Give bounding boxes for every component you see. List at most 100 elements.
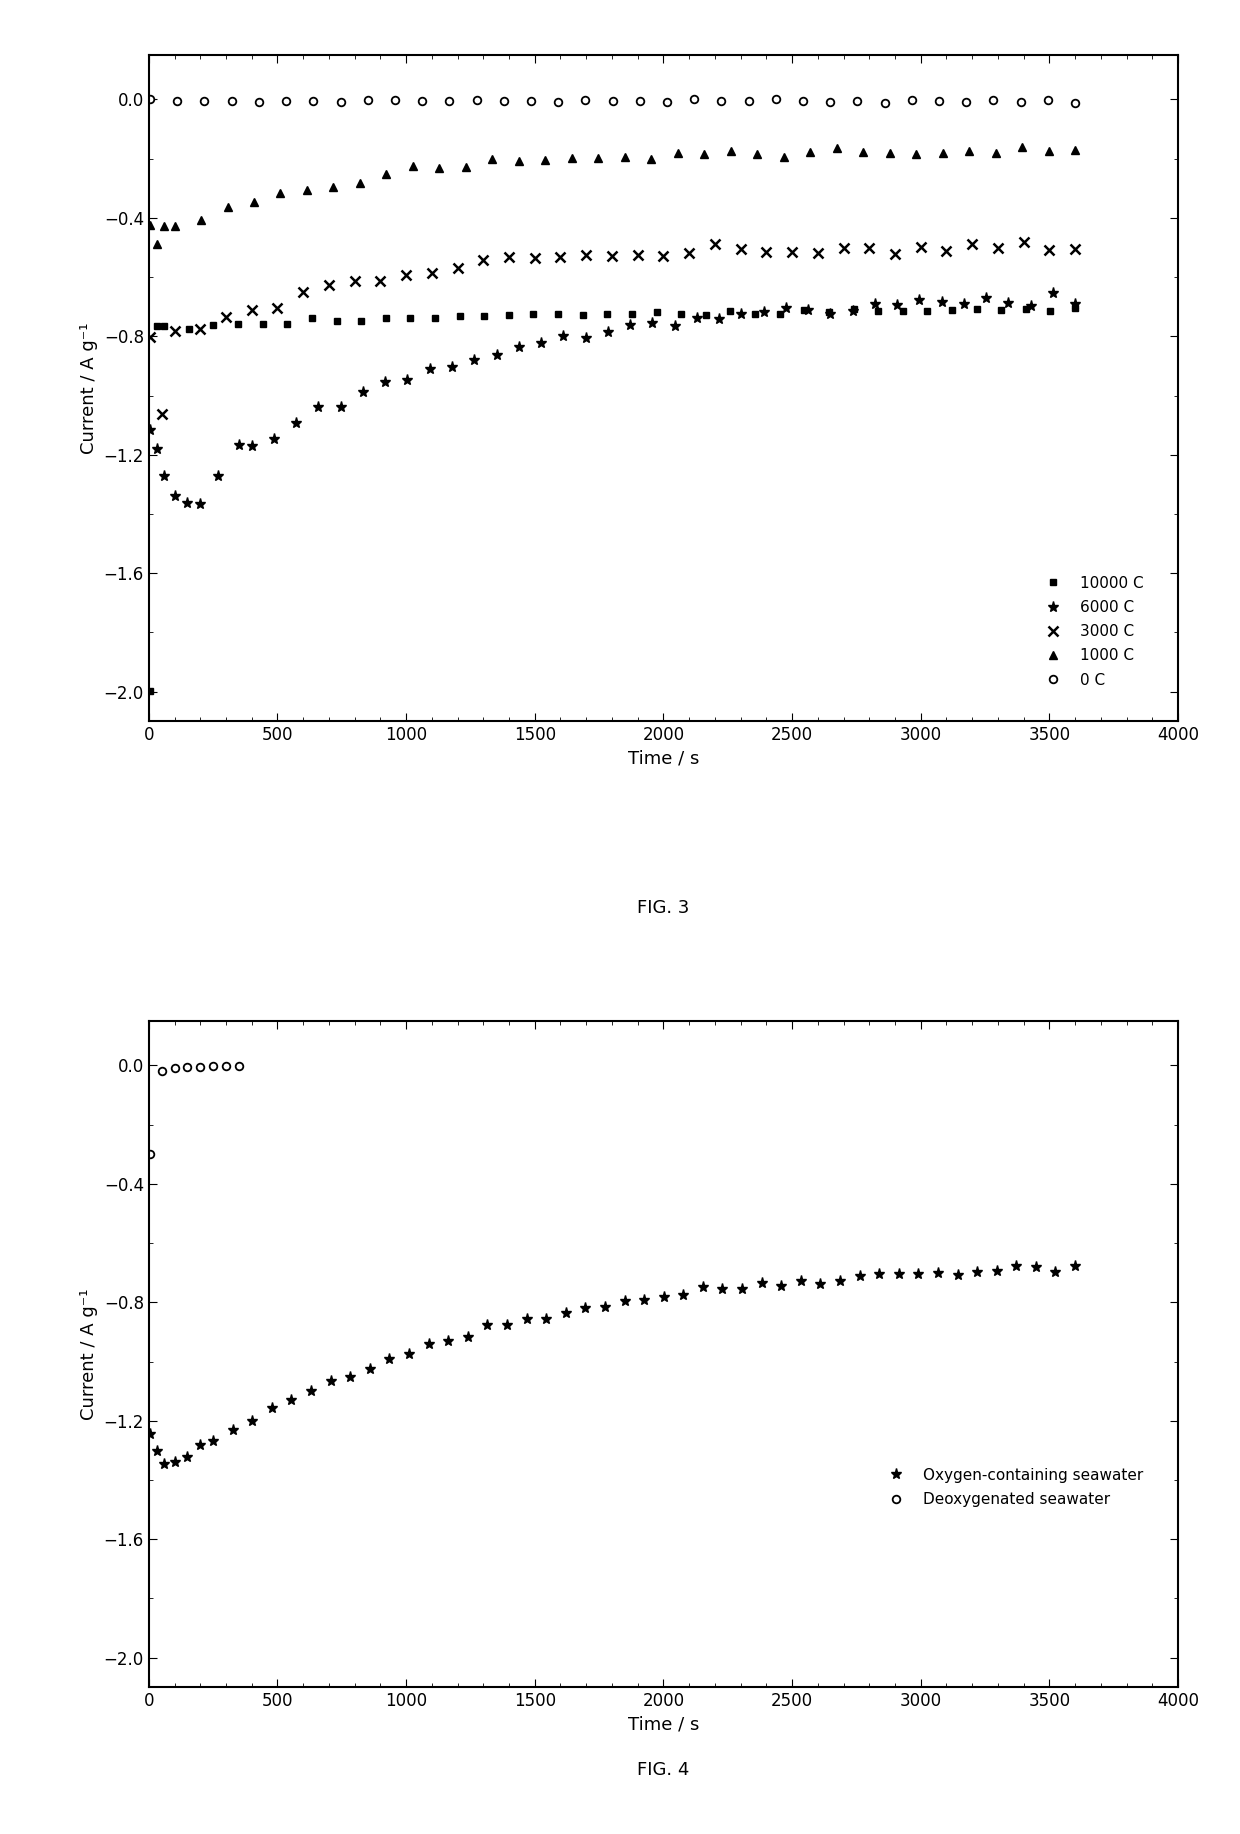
1000 C	[830, 138, 844, 160]
0 C	[414, 90, 429, 112]
10000 C	[1043, 299, 1058, 321]
1000 C	[618, 147, 632, 169]
1000 C	[591, 147, 606, 169]
10000 C	[970, 299, 985, 321]
3000 C	[167, 321, 182, 343]
0 C	[796, 90, 811, 112]
Line: 0 C: 0 C	[146, 95, 1079, 106]
Oxygen-containing seawater	[1068, 1254, 1083, 1276]
10000 C	[993, 299, 1008, 321]
1000 C	[247, 191, 262, 213]
1000 C	[379, 163, 394, 185]
6000 C	[801, 299, 816, 321]
3000 C	[154, 403, 169, 425]
Deoxygenated seawater	[143, 1143, 157, 1165]
3000 C	[193, 319, 208, 341]
0 C	[523, 90, 538, 112]
3000 C	[527, 248, 542, 270]
0 C	[197, 90, 212, 112]
1000 C	[352, 172, 367, 194]
0 C	[1068, 92, 1083, 114]
3000 C	[965, 233, 980, 255]
6000 C	[289, 411, 304, 433]
1000 C	[644, 149, 658, 171]
6000 C	[934, 292, 949, 314]
0 C	[849, 90, 864, 112]
0 C	[931, 90, 946, 112]
1000 C	[564, 147, 579, 169]
10000 C	[149, 315, 164, 337]
10000 C	[1068, 297, 1083, 319]
10000 C	[329, 310, 343, 332]
0 C	[551, 92, 565, 114]
3000 C	[991, 237, 1006, 259]
Oxygen-containing seawater	[813, 1273, 828, 1295]
1000 C	[300, 180, 315, 202]
0 C	[469, 90, 484, 112]
0 C	[1013, 92, 1028, 114]
10000 C	[526, 303, 541, 325]
3000 C	[501, 246, 516, 268]
6000 C	[1001, 292, 1016, 314]
1000 C	[511, 150, 526, 172]
6000 C	[356, 381, 371, 403]
3000 C	[939, 240, 954, 262]
10000 C	[797, 299, 812, 321]
3000 C	[321, 273, 336, 295]
6000 C	[149, 438, 164, 460]
10000 C	[895, 301, 910, 323]
10000 C	[353, 310, 368, 332]
10000 C	[403, 306, 418, 328]
6000 C	[622, 314, 637, 336]
Oxygen-containing seawater	[754, 1271, 769, 1293]
10000 C	[501, 304, 516, 326]
3000 C	[579, 244, 594, 266]
6000 C	[779, 297, 794, 319]
3000 C	[1017, 231, 1032, 253]
0 C	[252, 90, 267, 112]
3000 C	[785, 242, 800, 264]
3000 C	[630, 244, 645, 266]
Oxygen-containing seawater	[156, 1453, 171, 1475]
1000 C	[750, 143, 765, 165]
6000 C	[167, 484, 182, 506]
10000 C	[821, 301, 836, 323]
3000 C	[913, 237, 928, 259]
0 C	[660, 92, 675, 114]
X-axis label: Time / s: Time / s	[627, 1715, 699, 1733]
6000 C	[232, 435, 247, 457]
3000 C	[1042, 238, 1056, 260]
6000 C	[911, 290, 926, 312]
10000 C	[551, 303, 565, 325]
6000 C	[1045, 282, 1060, 304]
0 C	[170, 90, 185, 112]
Legend: Oxygen-containing seawater, Deoxygenated seawater: Oxygen-containing seawater, Deoxygenated…	[874, 1462, 1149, 1513]
10000 C	[181, 317, 196, 339]
3000 C	[759, 242, 774, 264]
10000 C	[920, 301, 935, 323]
3000 C	[1068, 238, 1083, 260]
3000 C	[295, 281, 310, 303]
10000 C	[255, 314, 270, 336]
6000 C	[889, 295, 904, 317]
1000 C	[1042, 139, 1056, 161]
10000 C	[305, 308, 320, 330]
3000 C	[656, 246, 671, 268]
10000 C	[673, 303, 688, 325]
10000 C	[280, 312, 295, 334]
6000 C	[978, 286, 993, 308]
6000 C	[1068, 293, 1083, 315]
6000 C	[489, 345, 503, 367]
1000 C	[776, 147, 791, 169]
1000 C	[143, 215, 157, 237]
Line: 1000 C: 1000 C	[146, 143, 1079, 249]
6000 C	[823, 303, 838, 325]
6000 C	[156, 466, 171, 488]
6000 C	[193, 493, 208, 515]
1000 C	[167, 215, 182, 237]
3000 C	[347, 270, 362, 292]
0 C	[904, 90, 919, 112]
Deoxygenated seawater	[232, 1055, 247, 1077]
Line: 6000 C: 6000 C	[145, 288, 1080, 510]
Line: 3000 C: 3000 C	[145, 237, 1080, 418]
